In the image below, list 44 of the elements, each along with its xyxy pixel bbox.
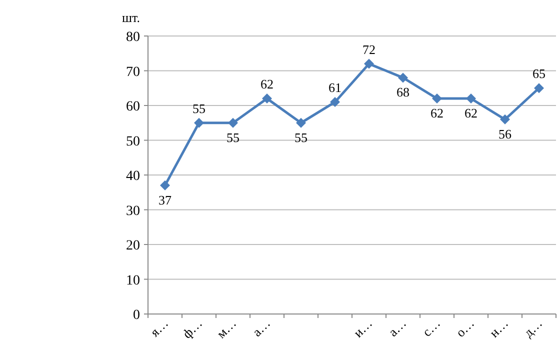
y-tick-label: 60 bbox=[126, 100, 140, 114]
point bbox=[534, 83, 544, 94]
x-tick-label: м… bbox=[214, 316, 240, 342]
y-tick-label: 0 bbox=[133, 308, 140, 323]
y-tick-label: 70 bbox=[126, 64, 140, 80]
data-label: 55 bbox=[192, 100, 206, 116]
y-tick-label: 10 bbox=[126, 273, 140, 288]
y-tick-label: 20 bbox=[126, 238, 140, 254]
point bbox=[160, 180, 170, 190]
data-label: 56 bbox=[498, 126, 512, 142]
point bbox=[432, 94, 442, 104]
x-tick-label: а… bbox=[385, 316, 410, 340]
data-label: 65 bbox=[532, 66, 546, 82]
point bbox=[262, 94, 272, 104]
data-label: 62 bbox=[464, 106, 478, 121]
x-tick-label: ф… bbox=[179, 316, 206, 342]
data-label: 72 bbox=[362, 42, 376, 57]
x-tick-label: н… bbox=[486, 316, 512, 340]
y-tick-label: 80 bbox=[126, 30, 140, 45]
point bbox=[194, 118, 204, 128]
point bbox=[228, 118, 238, 128]
point bbox=[500, 114, 510, 124]
y-tick-label: 40 bbox=[126, 169, 140, 184]
point bbox=[364, 58, 374, 69]
point bbox=[296, 118, 306, 128]
data-label: 55 bbox=[226, 130, 240, 145]
data-label: 62 bbox=[260, 76, 274, 92]
x-tick-label: и… bbox=[350, 316, 376, 340]
point bbox=[466, 94, 476, 104]
data-label: 61 bbox=[328, 80, 342, 96]
point bbox=[398, 72, 408, 83]
y-tick-label: 50 bbox=[126, 134, 140, 150]
x-tick-label: а… bbox=[249, 316, 274, 340]
y-tick-label: 30 bbox=[126, 204, 140, 219]
x-tick-label: о… bbox=[452, 316, 478, 340]
data-label: 37 bbox=[158, 192, 172, 208]
x-tick-label: я… bbox=[147, 316, 172, 340]
data-label: 55 bbox=[294, 130, 308, 145]
x-tick-label: д… bbox=[520, 316, 546, 340]
data-label: 68 bbox=[396, 84, 410, 100]
y-axis-title: шт. bbox=[122, 10, 140, 25]
x-tick-label: с… bbox=[419, 316, 444, 340]
point bbox=[330, 97, 340, 108]
data-label: 62 bbox=[430, 106, 444, 121]
